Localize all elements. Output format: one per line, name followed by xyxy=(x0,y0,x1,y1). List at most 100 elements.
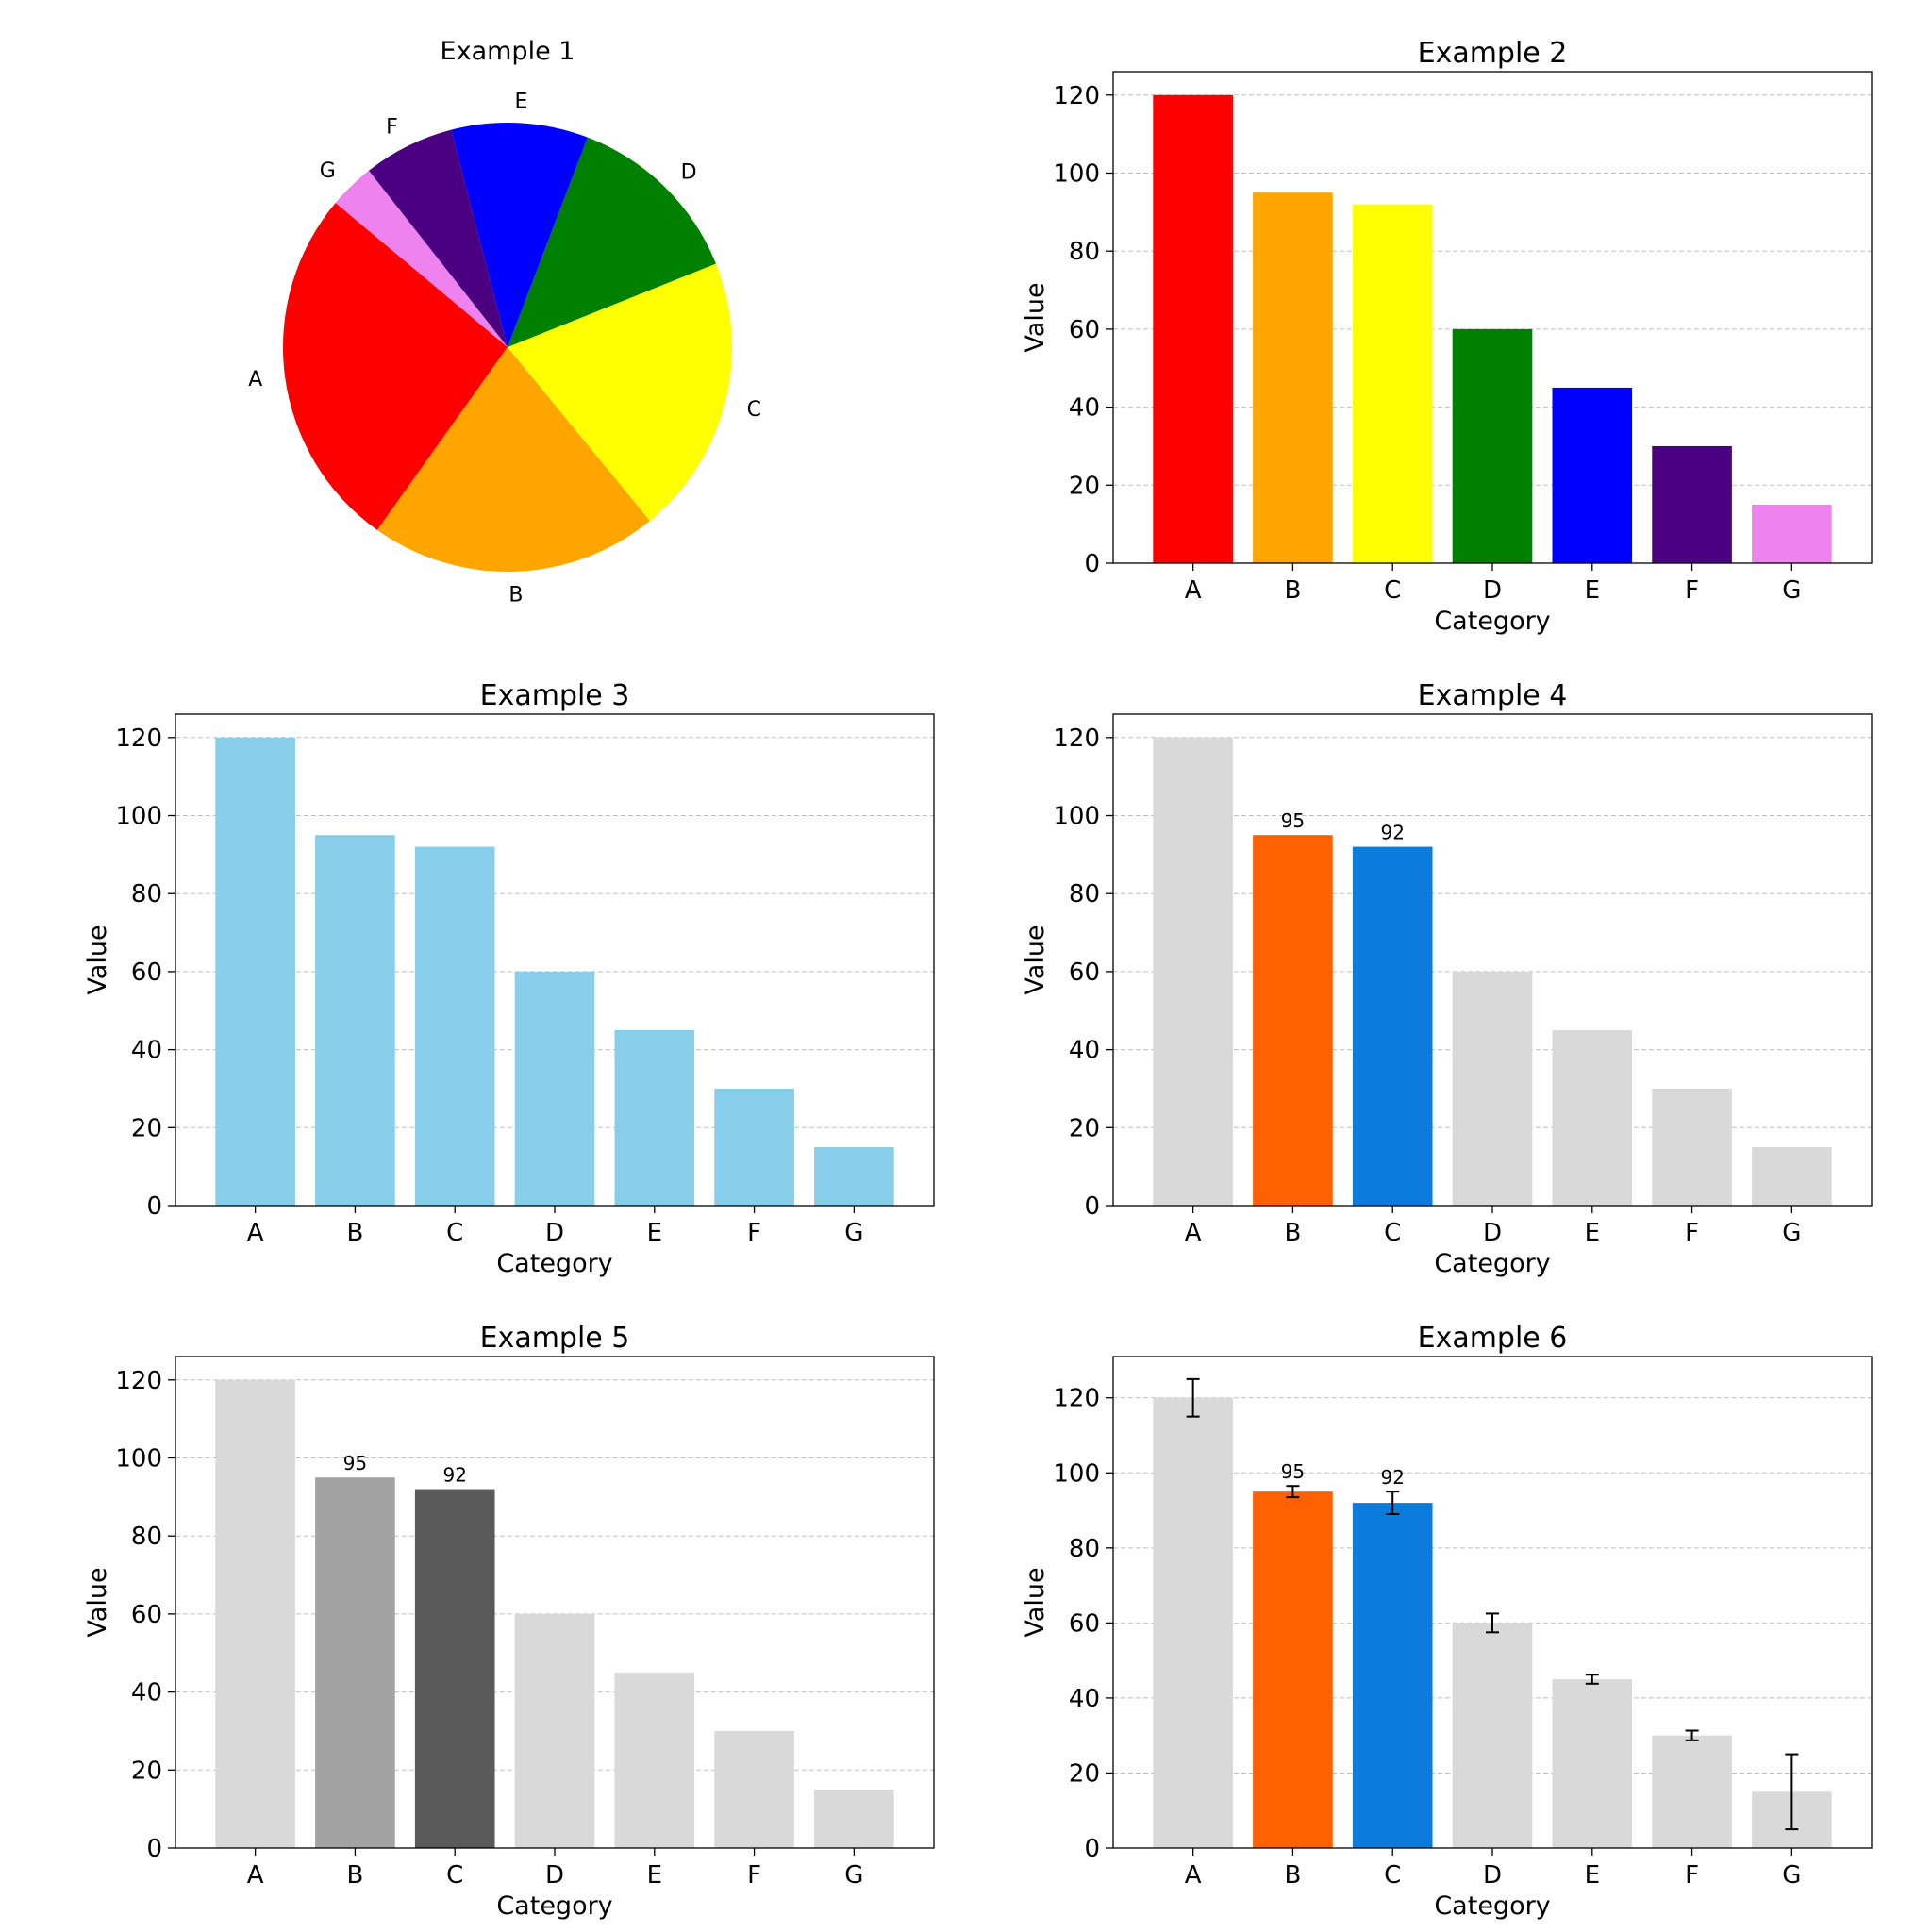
y-tick-label: 80 xyxy=(1069,1535,1100,1563)
chart-title: Example 5 xyxy=(480,1322,630,1355)
x-tick-label: A xyxy=(1185,576,1202,605)
bar-a[interactable] xyxy=(215,1379,295,1848)
pie-label-f: F xyxy=(386,115,398,139)
pie-slice-b[interactable] xyxy=(376,347,650,573)
x-tick-label: D xyxy=(545,1219,564,1247)
y-tick-label: 120 xyxy=(1053,82,1100,110)
bar-e[interactable] xyxy=(1552,387,1633,563)
x-tick-label: C xyxy=(446,1861,463,1890)
y-tick-label: 120 xyxy=(1053,724,1100,753)
bar-c[interactable] xyxy=(1352,846,1433,1206)
x-axis-label: Category xyxy=(1434,1891,1550,1921)
y-tick-label: 60 xyxy=(1069,958,1100,987)
y-tick-label: 40 xyxy=(131,1679,162,1707)
bar-a[interactable] xyxy=(1153,94,1233,564)
y-tick-label: 80 xyxy=(1069,880,1100,908)
bar-b[interactable] xyxy=(1253,835,1333,1206)
x-tick-label: B xyxy=(346,1219,363,1247)
x-tick-label: A xyxy=(247,1219,264,1247)
bar-f[interactable] xyxy=(1652,1735,1732,1848)
bar-g[interactable] xyxy=(1752,1146,1832,1206)
y-tick-label: 80 xyxy=(1069,238,1100,266)
chart-example-3: 0 20 40 60 80 100 120 A B C D E F G Category Value Examp… xyxy=(83,679,935,1278)
bar-e[interactable] xyxy=(1552,1679,1633,1848)
x-tick-label: G xyxy=(1782,1219,1801,1247)
x-tick-label: C xyxy=(1384,1219,1401,1247)
bar-d[interactable] xyxy=(1452,1623,1533,1848)
x-tick-label: C xyxy=(446,1219,463,1247)
bar-d[interactable] xyxy=(1452,328,1533,563)
bar-b[interactable] xyxy=(315,835,395,1206)
pie-label-g: G xyxy=(320,159,336,183)
pie-slice-a[interactable] xyxy=(283,203,508,530)
bar-a[interactable] xyxy=(215,737,295,1206)
x-axis-label: Category xyxy=(1434,1249,1550,1278)
y-tick-label: 100 xyxy=(115,1445,162,1474)
y-tick-label: 40 xyxy=(1069,1037,1100,1065)
bar-g[interactable] xyxy=(814,1146,894,1206)
bar-c[interactable] xyxy=(1352,1503,1433,1848)
bar-a[interactable] xyxy=(1153,1397,1233,1848)
x-tick-label: C xyxy=(1384,576,1401,605)
y-axis-label: Value xyxy=(83,924,112,994)
bar-c[interactable] xyxy=(1352,204,1433,564)
x-tick-label: G xyxy=(844,1219,863,1247)
y-tick-label: 120 xyxy=(1053,1385,1100,1413)
bar-e[interactable] xyxy=(1552,1029,1633,1206)
x-tick-label: G xyxy=(1782,576,1801,605)
bar-a[interactable] xyxy=(1153,737,1233,1206)
bar-c[interactable] xyxy=(414,1489,495,1848)
bar-b[interactable] xyxy=(315,1477,395,1848)
bar-f[interactable] xyxy=(714,1730,794,1848)
bar-g[interactable] xyxy=(1752,504,1832,563)
bar-d[interactable] xyxy=(514,1613,595,1848)
chart-example-4: 95 92 0 20 40 60 80 100 120 A B C D E F G Category Value E… xyxy=(1021,679,1873,1278)
bar-f[interactable] xyxy=(1652,445,1732,563)
data-label-c: 92 xyxy=(1380,1466,1404,1489)
pie-slice-e[interactable] xyxy=(451,123,588,347)
y-tick-label: 0 xyxy=(1084,550,1100,578)
chart-title: Example 4 xyxy=(1418,679,1568,712)
bar-d[interactable] xyxy=(514,971,595,1206)
x-tick-label: F xyxy=(747,1861,761,1890)
y-tick-label: 0 xyxy=(1084,1835,1100,1863)
data-label-b: 95 xyxy=(343,1452,367,1474)
pie-slice-c[interactable] xyxy=(508,263,733,522)
x-tick-label: F xyxy=(1685,576,1699,605)
y-tick-label: 0 xyxy=(1084,1192,1100,1221)
x-tick-label: F xyxy=(747,1219,761,1247)
x-tick-label: B xyxy=(1284,576,1301,605)
x-tick-label: G xyxy=(1782,1861,1801,1890)
bar-f[interactable] xyxy=(1652,1088,1732,1206)
bar-f[interactable] xyxy=(714,1088,794,1206)
chart-title: Example 2 xyxy=(1418,37,1568,70)
pie-slice-d[interactable] xyxy=(508,137,716,347)
chart-example-5: 95 92 0 20 40 60 80 100 120 A B C D E F G Category Value E… xyxy=(83,1322,935,1921)
pie-label-a: A xyxy=(248,368,262,391)
x-axis-label: Category xyxy=(496,1891,612,1921)
data-label-b: 95 xyxy=(1281,809,1305,832)
pie-slice-f[interactable] xyxy=(368,129,508,347)
bar-d[interactable] xyxy=(1452,971,1533,1206)
bar-e[interactable] xyxy=(614,1672,695,1848)
bar-g[interactable] xyxy=(814,1789,894,1848)
x-tick-label: B xyxy=(1284,1861,1301,1890)
chart-example-2: 0 20 40 60 80 100 120 A B C D E F G Category Value Examp… xyxy=(1021,37,1873,636)
y-tick-label: 0 xyxy=(146,1192,162,1221)
bar-b[interactable] xyxy=(1253,192,1333,563)
x-tick-label: D xyxy=(1483,1219,1502,1247)
x-tick-label: E xyxy=(1585,576,1600,605)
x-tick-label: G xyxy=(844,1861,863,1890)
y-axis-label: Value xyxy=(83,1567,112,1637)
bar-b[interactable] xyxy=(1253,1491,1333,1848)
pie-slice-g[interactable] xyxy=(335,170,508,347)
bar-c[interactable] xyxy=(414,846,495,1206)
y-tick-label: 40 xyxy=(131,1037,162,1065)
y-tick-label: 20 xyxy=(1069,1759,1100,1788)
bar-e[interactable] xyxy=(614,1029,695,1206)
x-tick-label: E xyxy=(647,1219,662,1247)
y-axis-label: Value xyxy=(1021,924,1050,994)
y-tick-label: 40 xyxy=(1069,1685,1100,1713)
y-tick-label: 20 xyxy=(131,1114,162,1142)
